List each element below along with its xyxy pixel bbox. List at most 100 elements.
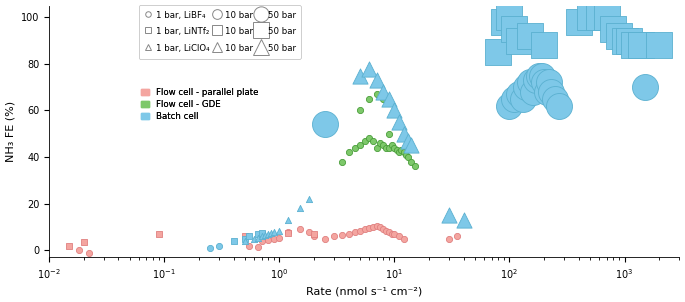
Point [359, 138, 370, 143]
Y-axis label: NH₃ FE (%): NH₃ FE (%) [5, 101, 16, 162]
Point [308, 234, 319, 239]
Point [493, 50, 503, 55]
Point [367, 138, 378, 143]
Point [269, 236, 279, 241]
Point [73, 248, 84, 253]
Point [593, 15, 604, 20]
Point [608, 27, 619, 31]
Point [384, 131, 395, 136]
Point [394, 150, 405, 155]
Point [406, 159, 416, 164]
Point [527, 89, 538, 94]
Point [349, 229, 360, 234]
Point [386, 232, 397, 236]
Point [354, 143, 365, 148]
Point [378, 227, 389, 232]
Point [371, 223, 382, 228]
Point [636, 43, 647, 48]
Point [256, 230, 267, 235]
Point [381, 228, 392, 233]
Point [320, 236, 331, 241]
Point [398, 150, 409, 155]
Point [391, 148, 402, 153]
Point [260, 233, 271, 238]
Point [406, 143, 416, 148]
Point [504, 15, 515, 20]
Point [624, 38, 635, 43]
Point [153, 232, 164, 236]
Point [543, 80, 554, 85]
Point [378, 96, 389, 101]
Point [402, 155, 413, 159]
Point [384, 145, 395, 150]
Point [252, 235, 263, 240]
Point [546, 89, 557, 94]
Point [343, 232, 354, 236]
Point [394, 234, 405, 239]
Point [398, 131, 409, 136]
Point [283, 229, 294, 234]
Point [354, 73, 365, 78]
Point [375, 141, 386, 146]
Point [283, 218, 294, 223]
Point [329, 234, 340, 239]
Point [364, 96, 375, 101]
Point [375, 225, 386, 230]
Point [269, 229, 279, 234]
Point [614, 34, 625, 38]
Point [534, 73, 545, 78]
X-axis label: Rate (nmol s⁻¹ cm⁻²): Rate (nmol s⁻¹ cm⁻²) [306, 286, 423, 297]
Point [308, 232, 319, 236]
Point [336, 159, 347, 164]
Point [573, 19, 584, 24]
Point [78, 240, 89, 245]
Point [386, 143, 397, 148]
Point [378, 143, 389, 148]
Point [364, 136, 375, 141]
Point [239, 236, 250, 241]
Point [628, 43, 639, 48]
Point [553, 103, 564, 108]
Point [239, 239, 250, 243]
Point [294, 227, 305, 232]
Point [371, 92, 382, 97]
Point [364, 226, 375, 231]
Point [601, 15, 612, 20]
Point [524, 34, 535, 38]
Point [444, 236, 455, 241]
Point [83, 250, 94, 255]
Point [354, 108, 365, 113]
Point [371, 145, 382, 150]
Point [398, 236, 409, 241]
Point [214, 243, 225, 248]
Point [239, 234, 250, 239]
Point [336, 233, 347, 238]
Point [364, 66, 375, 71]
Point [64, 243, 75, 248]
Point [371, 78, 382, 82]
Point [283, 230, 294, 235]
Point [458, 218, 469, 223]
Legend: Flow cell - parallel plate, Flow cell - GDE, Batch cell: Flow cell - parallel plate, Flow cell - … [138, 85, 261, 124]
Point [367, 225, 378, 230]
Point [274, 235, 285, 240]
Point [359, 227, 370, 232]
Point [343, 150, 354, 155]
Point [536, 73, 547, 78]
Point [509, 96, 520, 101]
Point [252, 244, 263, 249]
Point [517, 96, 528, 101]
Point [521, 85, 532, 90]
Point [205, 246, 216, 250]
Point [381, 145, 392, 150]
Point [384, 96, 395, 101]
Point [499, 19, 510, 24]
Point [244, 234, 255, 239]
Point [584, 15, 595, 20]
Point [504, 103, 515, 108]
Point [294, 206, 305, 211]
Point [252, 232, 263, 236]
Point [378, 89, 389, 94]
Point [513, 38, 524, 43]
Point [550, 96, 561, 101]
